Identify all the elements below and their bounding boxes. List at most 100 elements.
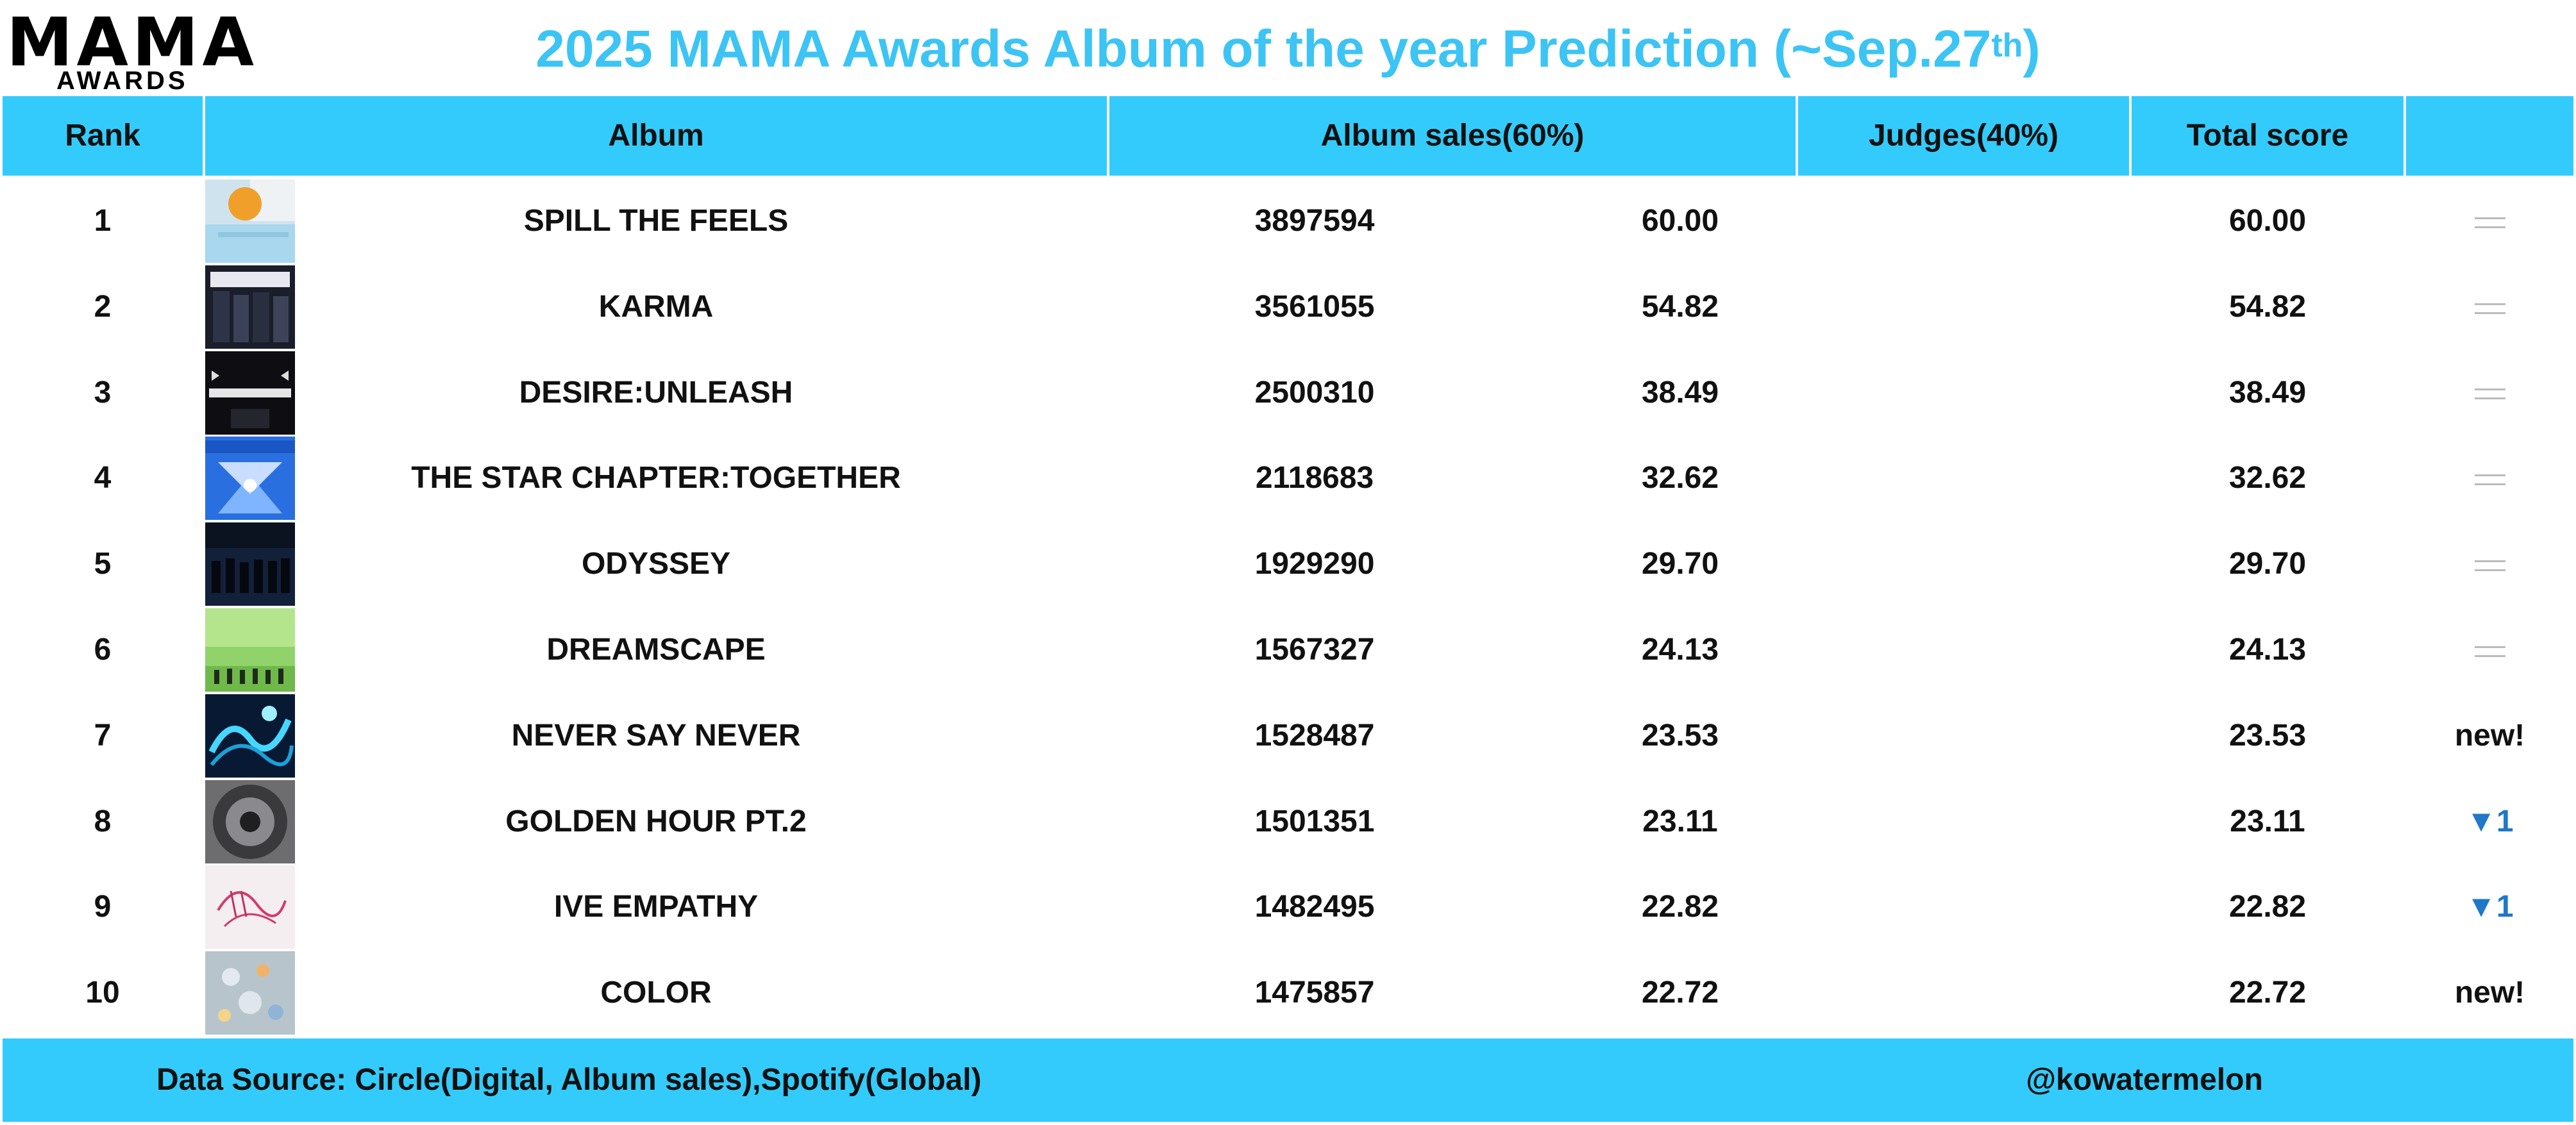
album-sales-score: 38.49 <box>1641 375 1719 410</box>
album-cover-image <box>205 951 295 1035</box>
judges-score <box>1798 178 2129 264</box>
rank-change <box>2406 178 2573 264</box>
header-total-score: Total score <box>2186 119 2349 153</box>
total-score: 22.72 <box>2228 976 2307 1010</box>
album-cover-image <box>205 779 295 863</box>
equal-icon <box>2474 217 2505 228</box>
judges-score <box>1798 521 2129 607</box>
data-source-note: Data Source: Circle(Digital, Album sales… <box>156 1063 982 1097</box>
album-title: ODYSSEY <box>581 547 731 581</box>
album-sales-score: 60.00 <box>1641 204 1719 238</box>
album-cover-image <box>205 522 295 606</box>
album-sales-count: 2118683 <box>1255 461 1374 496</box>
rank-cell: 7 <box>94 718 112 753</box>
total-score: 38.49 <box>2228 375 2307 410</box>
mama-awards-logo: MAMA AWARDS <box>6 3 258 94</box>
header-divider <box>1796 96 1798 176</box>
rank-change: new! <box>2454 976 2525 1010</box>
album-title: KARMA <box>598 289 714 324</box>
total-score: 54.82 <box>2228 289 2307 324</box>
table-header: Rank Album Album sales(60%) Judges(40%) … <box>3 96 2573 176</box>
album-sales-score: 29.70 <box>1641 547 1719 581</box>
total-score: 22.82 <box>2228 890 2307 924</box>
album-sales-count: 3561055 <box>1254 289 1375 324</box>
album-sales-score: 32.62 <box>1641 461 1719 496</box>
rank-change <box>2406 607 2573 693</box>
judges-score <box>1798 779 2129 865</box>
rank-change: new! <box>2454 718 2525 753</box>
equal-icon <box>2474 474 2505 486</box>
album-cover-image <box>205 608 295 692</box>
album-title: COLOR <box>600 976 712 1010</box>
judges-score <box>1798 264 2129 350</box>
album-cover-image <box>205 265 295 349</box>
judges-score <box>1798 435 2129 521</box>
album-sales-count: 1501351 <box>1254 804 1375 838</box>
table-row: 2 KARMA 3561055 54.82 54.82 <box>3 264 2573 350</box>
page-title: 2025 MAMA Awards Album of the year Predi… <box>0 14 2576 85</box>
rank-cell: 5 <box>94 547 112 581</box>
header-change <box>2406 96 2573 176</box>
rank-cell: 2 <box>94 289 112 324</box>
rank-change <box>2406 350 2573 436</box>
total-score: 29.70 <box>2228 547 2307 581</box>
album-sales-count: 2500310 <box>1254 375 1375 410</box>
album-sales-score: 24.13 <box>1641 632 1719 667</box>
album-title: GOLDEN HOUR PT.2 <box>505 804 807 838</box>
total-score: 24.13 <box>2228 632 2307 667</box>
table-row: 6 DREAMSCAPE 1567327 24.13 24.13 <box>3 607 2573 693</box>
equal-icon <box>2474 560 2505 571</box>
album-sales-score: 22.82 <box>1641 890 1719 924</box>
table-footer: Data Source: Circle(Digital, Album sales… <box>3 1038 2573 1122</box>
rank-cell: 3 <box>94 375 112 410</box>
album-cover-image <box>205 865 295 949</box>
album-cover-image <box>205 179 295 263</box>
judges-score <box>1798 693 2129 779</box>
total-score: 23.11 <box>2230 804 2305 838</box>
header-divider <box>2403 96 2406 176</box>
total-score: 60.00 <box>2228 204 2307 238</box>
header-divider <box>1107 96 1109 176</box>
equal-icon <box>2474 646 2505 657</box>
judges-score <box>1798 950 2129 1036</box>
header-rank: Rank <box>65 119 140 153</box>
rank-cell: 4 <box>94 461 112 496</box>
table-row: 8 GOLDEN HOUR PT.2 1501351 23.11 23.11 ▼… <box>3 779 2573 865</box>
album-title: IVE EMPATHY <box>553 890 759 924</box>
equal-icon <box>2474 388 2505 400</box>
album-sales-score: 23.11 <box>1642 804 1718 838</box>
header-divider <box>2129 96 2132 176</box>
logo-awards-text: AWARDS <box>56 67 189 95</box>
header-divider <box>203 96 205 176</box>
table-row: 10 COLOR 1475857 22.72 22.72 new! <box>3 950 2573 1036</box>
header-album: Album <box>608 119 704 153</box>
album-title: SPILL THE FEELS <box>523 204 789 238</box>
album-cover-image <box>205 694 295 778</box>
rank-change <box>2406 264 2573 350</box>
equal-icon <box>2474 303 2505 314</box>
judges-score <box>1798 864 2129 950</box>
header-album-sales: Album sales(60%) <box>1320 119 1585 153</box>
album-cover-image <box>205 437 295 521</box>
rank-cell: 6 <box>94 632 112 667</box>
album-title: THE STAR CHAPTER:TOGETHER <box>411 461 901 496</box>
album-title: NEVER SAY NEVER <box>511 718 801 753</box>
title-superscript: th <box>1991 27 2023 64</box>
table-row: 9 IVE EMPATHY 1482495 22.82 22.82 ▼1 <box>3 864 2573 950</box>
table-row: 4 THE STAR CHAPTER:TOGETHER 2118683 32.6… <box>3 435 2573 521</box>
total-score: 32.62 <box>2228 461 2307 496</box>
rank-change-down: ▼1 <box>2466 804 2514 838</box>
album-sales-score: 23.53 <box>1641 718 1719 753</box>
ranking-table-body: 1 SPILL THE FEELS 3897594 60.00 60.00 2 … <box>3 178 2573 1036</box>
album-sales-count: 1567327 <box>1254 632 1375 667</box>
total-score: 23.53 <box>2228 718 2307 753</box>
album-title: DREAMSCAPE <box>546 632 766 667</box>
rank-cell: 1 <box>94 204 112 238</box>
album-sales-count: 1929290 <box>1254 547 1375 581</box>
header-judges: Judges(40%) <box>1868 119 2059 153</box>
table-row: 7 NEVER SAY NEVER 1528487 23.53 23.53 ne… <box>3 693 2573 779</box>
title-close-paren: ) <box>2023 20 2041 78</box>
table-row: 1 SPILL THE FEELS 3897594 60.00 60.00 <box>3 178 2573 264</box>
logo-mama-text: MAMA <box>6 3 258 81</box>
title-text: 2025 MAMA Awards Album of the year Predi… <box>535 20 1992 78</box>
